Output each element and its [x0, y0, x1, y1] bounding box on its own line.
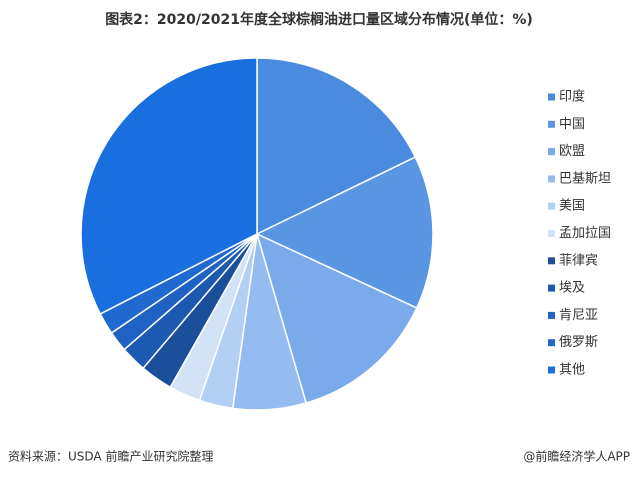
- legend-label: 美国: [559, 199, 585, 214]
- pie-slice: [80, 57, 258, 315]
- legend-label: 埃及: [559, 281, 585, 296]
- legend-swatch: [548, 339, 555, 347]
- legend-label: 肯尼亚: [559, 308, 598, 323]
- legend-label: 俄罗斯: [559, 335, 598, 350]
- legend-swatch: [548, 366, 555, 374]
- legend-swatch: [548, 257, 555, 265]
- credit: @前瞻经济学人APP: [523, 449, 630, 464]
- legend-label: 菲律宾: [559, 252, 598, 268]
- legend-swatch: [548, 284, 555, 292]
- legend-swatch: [548, 311, 555, 319]
- legend-swatch: [548, 93, 555, 101]
- legend-swatch: [548, 120, 555, 128]
- chart-title: 图表2：2020/2021年度全球棕榈油进口量区域分布情况(单位：%): [105, 11, 533, 28]
- legend-label: 孟加拉国: [559, 226, 611, 241]
- legend-swatch: [548, 230, 555, 237]
- legend-swatch: [548, 148, 555, 156]
- legend-swatch: [548, 175, 555, 183]
- legend-label: 印度: [559, 89, 585, 105]
- legend-label: 巴基斯坦: [559, 171, 611, 186]
- pie-slice: [255, 156, 434, 309]
- legend-label: 其他: [559, 363, 585, 378]
- pie-slice: [255, 232, 418, 404]
- source: 资料来源：USDA 前瞻产业研究院整理: [8, 449, 213, 464]
- legend-label: 欧盟: [559, 144, 585, 159]
- legend-swatch: [548, 202, 555, 210]
- legend-label: 中国: [559, 117, 585, 132]
- pie-slice: [256, 57, 417, 236]
